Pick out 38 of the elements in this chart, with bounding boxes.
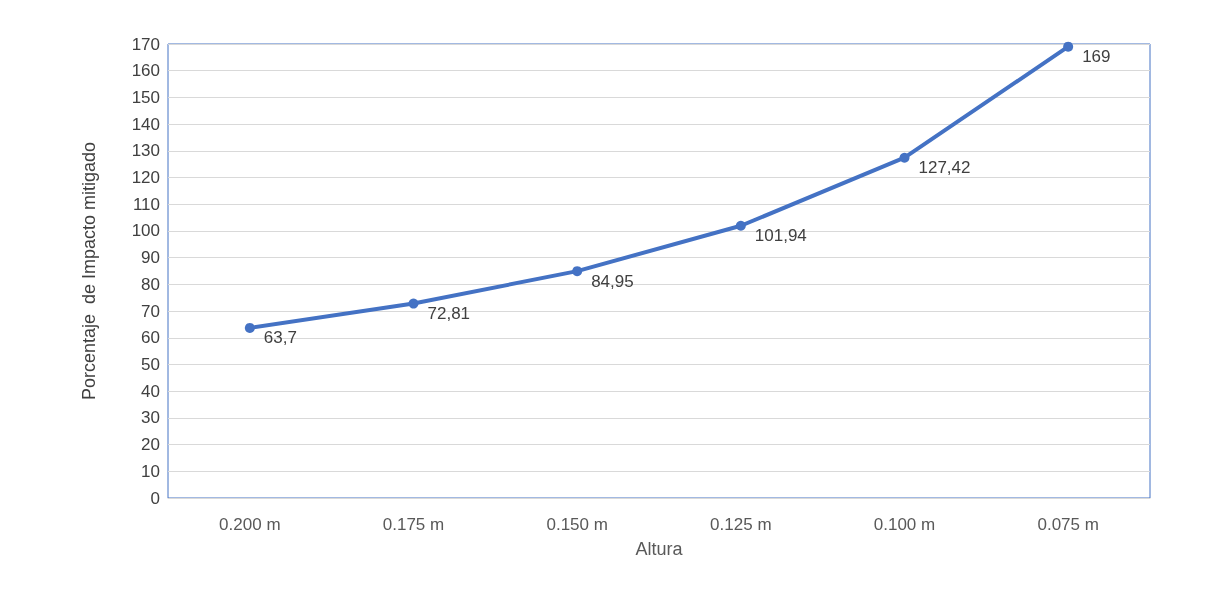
y-tick-label: 170 bbox=[131, 34, 160, 54]
y-tick-label: 20 bbox=[141, 435, 160, 455]
x-tick-label: 0.125 m bbox=[710, 515, 772, 534]
data-label: 101,94 bbox=[754, 226, 807, 246]
data-label: 72,81 bbox=[427, 304, 471, 324]
y-tick-label: 120 bbox=[131, 168, 160, 188]
y-tick-label: 40 bbox=[141, 381, 160, 401]
data-label: 169 bbox=[1082, 47, 1111, 67]
point bbox=[244, 322, 255, 333]
x-tick-label: 0.175 m bbox=[382, 515, 445, 534]
y-tick-label: 50 bbox=[141, 354, 160, 374]
point bbox=[735, 220, 746, 231]
y-axis-title: Porcentaje de Impacto mitigado bbox=[79, 141, 99, 401]
y-tick-label: 30 bbox=[141, 408, 160, 428]
y-tick-label: 140 bbox=[131, 114, 160, 134]
y-tick-label: 0 bbox=[150, 488, 160, 508]
data-label: 63,7 bbox=[263, 328, 297, 348]
y-tick-label: 90 bbox=[141, 248, 160, 268]
x-axis-title: Altura bbox=[635, 539, 684, 559]
y-tick-label: 160 bbox=[131, 61, 160, 81]
x-tick-label: 0.150 m bbox=[546, 515, 608, 534]
point bbox=[899, 152, 910, 163]
point bbox=[408, 298, 419, 309]
y-tick-label: 110 bbox=[132, 194, 160, 214]
y-tick-label: 70 bbox=[141, 301, 160, 321]
y-tick-label: 60 bbox=[141, 328, 160, 348]
y-tick-label: 130 bbox=[131, 141, 160, 161]
data-label: 127,42 bbox=[918, 158, 971, 178]
y-tick-label: 10 bbox=[141, 461, 160, 481]
y-tick-label: 150 bbox=[131, 87, 160, 107]
y-tick-label: 80 bbox=[141, 274, 160, 294]
x-tick-label: 0.075 m bbox=[1037, 515, 1099, 534]
y-tick-label: 100 bbox=[131, 221, 160, 241]
x-tick-label: 0.100 m bbox=[873, 515, 936, 534]
point bbox=[1063, 41, 1074, 52]
point bbox=[572, 266, 583, 277]
data-label: 84,95 bbox=[591, 271, 634, 291]
x-tick-label: 0.200 m bbox=[219, 515, 281, 534]
